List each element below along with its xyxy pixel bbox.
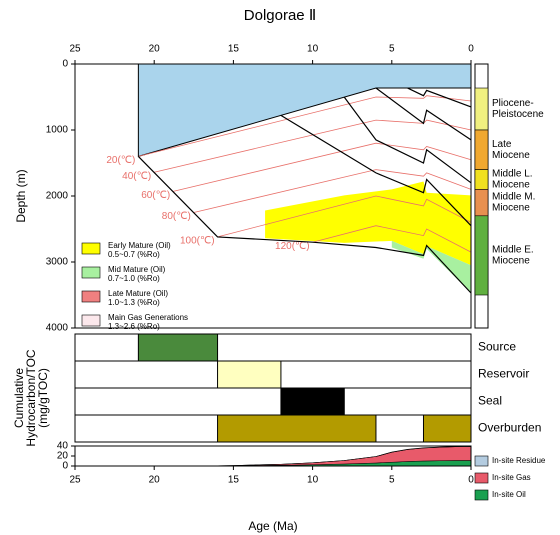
y-tick-label: 0: [62, 59, 68, 70]
event-bar: [218, 361, 281, 388]
x-tick-label: 20: [149, 475, 161, 486]
y-tick-label: 3000: [46, 257, 69, 268]
horizon: [344, 97, 471, 183]
legend-swatch: [82, 267, 100, 278]
x-tick-label: 15: [228, 475, 240, 486]
legend-range: 0.7~1.0 (%Ro): [108, 274, 160, 283]
isotherm-label: 120(℃): [275, 241, 310, 252]
x-tick-label: 25: [69, 475, 81, 486]
isotherm-label: 60(℃): [141, 190, 170, 201]
legend-label: In-site Gas: [492, 473, 531, 482]
stratum-label: Miocene: [492, 203, 530, 214]
legend-swatch: [82, 243, 100, 254]
stratum: [475, 189, 488, 215]
isotherm-label: 40(℃): [122, 171, 151, 182]
legend-label: Main Gas Generations: [108, 313, 188, 322]
legend-label: Late Mature (Oil): [108, 289, 168, 298]
x-tick-label: 5: [389, 475, 395, 486]
stratum-label: Middle E.: [492, 245, 534, 256]
stratum-label: Middle L.: [492, 169, 533, 180]
stratum: [475, 88, 488, 130]
legend-swatch: [475, 490, 488, 500]
x-tick-label: 10: [307, 44, 319, 55]
x-tick-label: 10: [307, 475, 319, 486]
legend-label: In-site Residue: [492, 456, 546, 465]
stratum-label: Late: [492, 139, 512, 150]
stratum: [475, 130, 488, 170]
x-tick-label: 25: [69, 44, 81, 55]
figure: Dolgorae Ⅱ 20(℃) 40(℃) 60(℃) 80(℃) 100(℃) 120…: [0, 0, 560, 535]
event-label: Source: [478, 340, 516, 354]
y-tick-label: 4000: [46, 323, 69, 334]
legend-swatch: [82, 315, 100, 326]
y-tick-label: 1000: [46, 125, 69, 136]
x-tick-label: 15: [228, 44, 240, 55]
x-tick-label: 20: [149, 44, 161, 55]
event-bar: [281, 388, 344, 415]
y-tick-label: 40: [57, 441, 69, 452]
stratum: [475, 170, 488, 190]
y-tick-label: 2000: [46, 191, 69, 202]
legend-range: 1.0~1.3 (%Ro): [108, 298, 160, 307]
legend-swatch: [475, 473, 488, 483]
stratum-label: Miocene: [492, 150, 530, 161]
isotherm-label: 20(℃): [106, 155, 135, 166]
chart-title: Dolgorae Ⅱ: [244, 7, 316, 24]
event-label: Seal: [478, 394, 502, 408]
legend-label: Mid Mature (Oil): [108, 265, 166, 274]
stratum-label: Pleistocene: [492, 109, 544, 120]
y-tick-label: 20: [57, 451, 69, 462]
x-axis-label: Age (Ma): [248, 519, 297, 533]
event-row: [75, 388, 471, 415]
water-area: [138, 64, 471, 156]
event-bar: [218, 415, 376, 442]
stratum-label: Pliocene-: [492, 98, 534, 109]
y-axis-label: (mg/gTOC): [36, 368, 50, 428]
isotherm-label: 80(℃): [162, 211, 191, 222]
stratum-label: Middle M.: [492, 192, 535, 203]
y-axis-label: Depth (m): [14, 169, 28, 222]
y-tick-label: 0: [62, 461, 68, 472]
legend-range: 0.5~0.7 (%Ro): [108, 250, 160, 259]
x-tick-label: 5: [389, 44, 395, 55]
stratum-label: Miocene: [492, 256, 530, 267]
legend-range: 1.3~2.6 (%Ro): [108, 322, 160, 331]
x-tick-label: 0: [468, 44, 474, 55]
event-bar: [423, 415, 471, 442]
event-label: Overburden: [478, 421, 541, 435]
stratum-label: Miocene: [492, 180, 530, 191]
legend-swatch: [82, 291, 100, 302]
x-tick-label: 0: [468, 475, 474, 486]
legend-label: In-site Oil: [492, 490, 526, 499]
event-row: [75, 334, 471, 361]
stratum: [475, 216, 488, 295]
event-label: Reservoir: [478, 367, 529, 381]
isotherm-label: 100(℃): [180, 236, 215, 247]
event-bar: [138, 334, 217, 361]
legend-label: Early Mature (Oil): [108, 241, 171, 250]
legend-swatch: [475, 456, 488, 466]
